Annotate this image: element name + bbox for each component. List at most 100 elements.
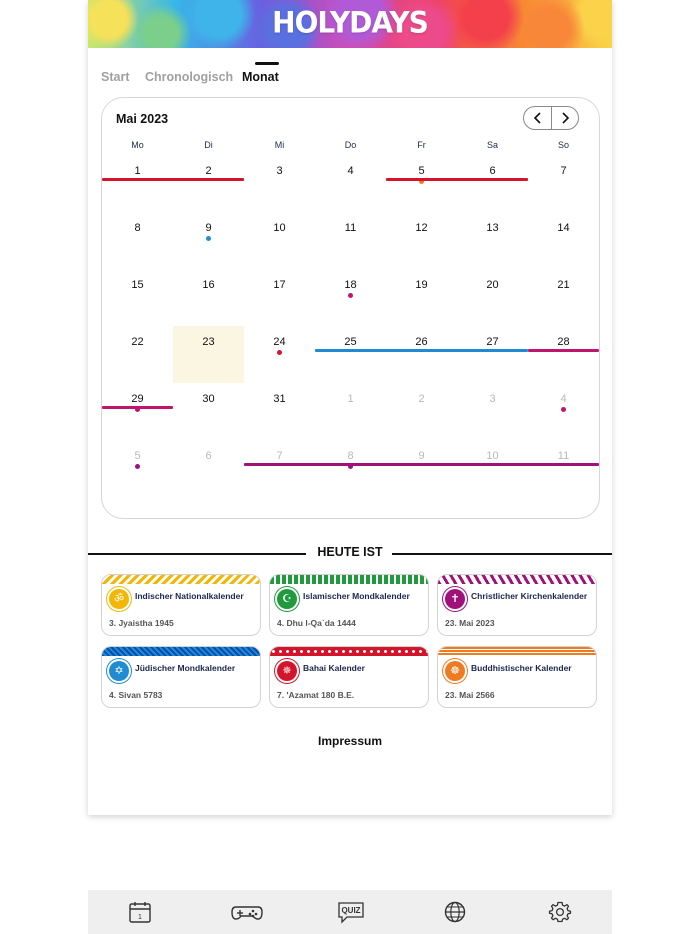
day-number: 2 — [418, 393, 425, 405]
weekday-label: Sa — [486, 140, 498, 150]
card-date-value: 23. Mai 2566 — [445, 690, 495, 700]
day-cell[interactable]: 7 — [244, 440, 315, 497]
next-month-button[interactable] — [552, 107, 579, 129]
day-cell[interactable]: 11 — [528, 440, 599, 497]
card-title: Islamischer Mondkalender — [303, 591, 410, 601]
day-cell[interactable]: 25 — [315, 326, 386, 383]
day-cell[interactable]: 18 — [315, 269, 386, 326]
day-number: 16 — [202, 279, 215, 291]
day-cell[interactable]: 4 — [528, 383, 599, 440]
event-bar[interactable] — [102, 178, 244, 181]
day-cell[interactable]: 10 — [244, 212, 315, 269]
day-number: 4 — [347, 165, 354, 177]
day-number: 7 — [276, 450, 283, 462]
day-cell[interactable]: 31 — [244, 383, 315, 440]
day-cell[interactable]: 26 — [386, 326, 457, 383]
calendar-card[interactable]: ✡ Jüdischer Mondkalender 4. Sivan 5783 — [101, 646, 261, 708]
event-bar[interactable] — [102, 406, 173, 409]
calendar-card[interactable]: ✵ Bahai Kalender 7. 'Azamat 180 B.E. — [269, 646, 429, 708]
day-cell[interactable]: 3 — [244, 155, 315, 212]
day-cell[interactable]: 6 — [457, 155, 528, 212]
day-cell[interactable]: 12 — [386, 212, 457, 269]
day-number: 25 — [344, 336, 357, 348]
day-number: 9 — [205, 222, 212, 234]
day-cell[interactable]: 3 — [457, 383, 528, 440]
weekday-label: Mo — [131, 140, 144, 150]
day-cell[interactable]: 28 — [528, 326, 599, 383]
day-number: 11 — [344, 222, 357, 234]
day-number: 8 — [134, 222, 141, 234]
day-cell-today[interactable]: 23 — [173, 326, 244, 383]
day-cell[interactable]: 8 — [102, 212, 173, 269]
day-cell[interactable]: 1 — [315, 383, 386, 440]
day-cell[interactable]: 2 — [386, 383, 457, 440]
month-navigation — [523, 106, 579, 130]
day-cell[interactable]: 30 — [173, 383, 244, 440]
day-cell[interactable]: 24 — [244, 326, 315, 383]
day-cell[interactable]: 7 — [528, 155, 599, 212]
day-cell[interactable]: 13 — [457, 212, 528, 269]
day-cell[interactable]: 20 — [457, 269, 528, 326]
nav-settings[interactable] — [547, 900, 573, 924]
month-calendar: Mai 2023 Mo Di Mi Do Fr Sa So 1 2 3 4 5 6 7 8 9 10 11 12 1… — [101, 97, 600, 519]
day-cell[interactable]: 4 — [315, 155, 386, 212]
day-cell[interactable]: 1 — [102, 155, 173, 212]
day-cell[interactable]: 29 — [102, 383, 173, 440]
cross-icon: ✝ — [445, 589, 465, 609]
svg-text:1: 1 — [138, 914, 142, 921]
calendar-card[interactable]: ✝ Christlicher Kirchenkalender 23. Mai 202… — [437, 574, 597, 636]
day-cell[interactable]: 9 — [386, 440, 457, 497]
day-cell[interactable]: 27 — [457, 326, 528, 383]
impressum-link[interactable]: Impressum — [317, 734, 383, 748]
card-date-value: 7. 'Azamat 180 B.E. — [277, 690, 355, 700]
nav-quiz[interactable]: QUIZ — [336, 900, 366, 924]
day-number: 10 — [273, 222, 286, 234]
day-cell[interactable]: 5 — [386, 155, 457, 212]
card-date-value: 4. Sivan 5783 — [109, 690, 163, 700]
bottom-navigation: 1 QUIZ — [88, 890, 612, 934]
event-dot — [348, 464, 353, 469]
event-dot — [135, 464, 140, 469]
weekday-label: Fr — [417, 140, 426, 150]
event-bar[interactable] — [528, 349, 599, 352]
day-cell[interactable]: 8 — [315, 440, 386, 497]
day-cell[interactable]: 5 — [102, 440, 173, 497]
day-cell[interactable]: 6 — [173, 440, 244, 497]
calendar-card[interactable]: ॐ Indischer Nationalkalender 3. Jyaistha 1… — [101, 574, 261, 636]
day-cell[interactable]: 11 — [315, 212, 386, 269]
day-cell[interactable]: 14 — [528, 212, 599, 269]
day-cell[interactable]: 21 — [528, 269, 599, 326]
calendar-icon: 1 — [129, 902, 151, 923]
day-number: 9 — [418, 450, 425, 462]
prev-month-button[interactable] — [524, 107, 551, 129]
nav-calendar[interactable]: 1 — [127, 900, 153, 924]
card-title: Jüdischer Mondkalender — [135, 663, 236, 673]
tab-start[interactable]: Start — [101, 70, 130, 84]
day-cell[interactable]: 10 — [457, 440, 528, 497]
card-title: Buddhistischer Kalender — [471, 663, 572, 673]
day-number: 5 — [418, 165, 425, 177]
calendar-card[interactable]: ☸ Buddhistischer Kalender 23. Mai 2566 — [437, 646, 597, 708]
event-bar[interactable] — [315, 349, 528, 352]
calendar-card[interactable]: ☪ Islamischer Mondkalender 4. Dhu l-Qa`da … — [269, 574, 429, 636]
card-pattern-band — [102, 647, 260, 656]
day-cell[interactable]: 17 — [244, 269, 315, 326]
chevron-left-icon — [533, 112, 541, 124]
day-cell[interactable]: 2 — [173, 155, 244, 212]
event-bar[interactable] — [386, 178, 528, 181]
nav-games[interactable] — [230, 900, 264, 924]
divider-left — [88, 553, 306, 555]
day-cell[interactable]: 15 — [102, 269, 173, 326]
day-number: 6 — [489, 165, 496, 177]
day-number: 26 — [415, 336, 428, 348]
day-cell[interactable]: 9 — [173, 212, 244, 269]
day-number: 2 — [205, 165, 212, 177]
day-cell[interactable]: 22 — [102, 326, 173, 383]
tab-monat[interactable]: Monat — [242, 70, 279, 84]
nav-globe[interactable] — [442, 900, 468, 924]
day-cell[interactable]: 16 — [173, 269, 244, 326]
tab-chronologisch[interactable]: Chronologisch — [145, 70, 234, 84]
event-bar[interactable] — [244, 463, 599, 466]
day-cell[interactable]: 19 — [386, 269, 457, 326]
weekday-label: Mi — [274, 140, 285, 150]
